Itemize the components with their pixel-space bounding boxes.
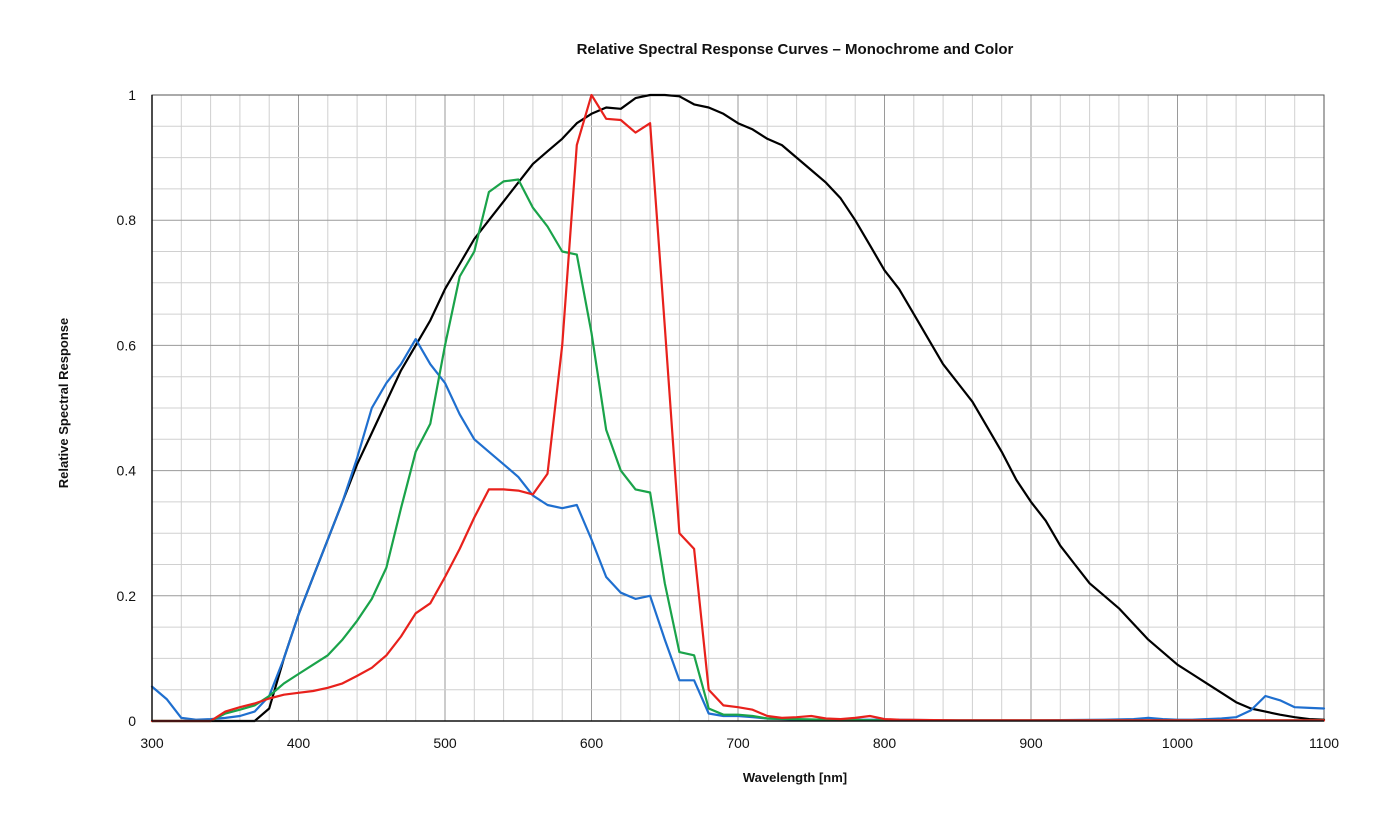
series-line-1 — [150, 93, 1326, 723]
x-tick-label: 700 — [726, 735, 750, 751]
x-tick-label: 1000 — [1162, 735, 1193, 751]
x-tick-label: 800 — [873, 735, 897, 751]
y-axis-label: Relative Spectral Response — [56, 318, 71, 489]
x-axis-label: Wavelength [nm] — [743, 770, 847, 785]
x-tick-label: 1100 — [1309, 735, 1339, 751]
x-tick-label: 600 — [580, 735, 604, 751]
y-tick-label: 0.4 — [117, 463, 137, 479]
x-tick-label: 300 — [140, 735, 164, 751]
series-line-4 — [150, 93, 1326, 723]
chart-title: Relative Spectral Response Curves – Mono… — [577, 41, 1014, 58]
y-tick-labels: 0 0.2 0.4 0.6 0.8 1 — [117, 87, 137, 729]
y-tick-label: 0.6 — [117, 337, 137, 353]
y-tick-label: 1 — [128, 87, 136, 103]
series-group — [150, 93, 1326, 723]
series-line-3 — [150, 178, 1326, 723]
y-tick-label: 0 — [128, 713, 136, 729]
x-tick-label: 500 — [433, 735, 457, 751]
x-tick-labels: 300 400 500 600 700 800 900 1000 1100 — [140, 735, 1339, 751]
y-tick-label: 0.8 — [117, 212, 137, 228]
x-tick-label: 400 — [287, 735, 311, 751]
x-tick-label: 900 — [1019, 735, 1043, 751]
y-tick-label: 0.2 — [117, 588, 137, 604]
plot-grid — [151, 94, 1325, 722]
